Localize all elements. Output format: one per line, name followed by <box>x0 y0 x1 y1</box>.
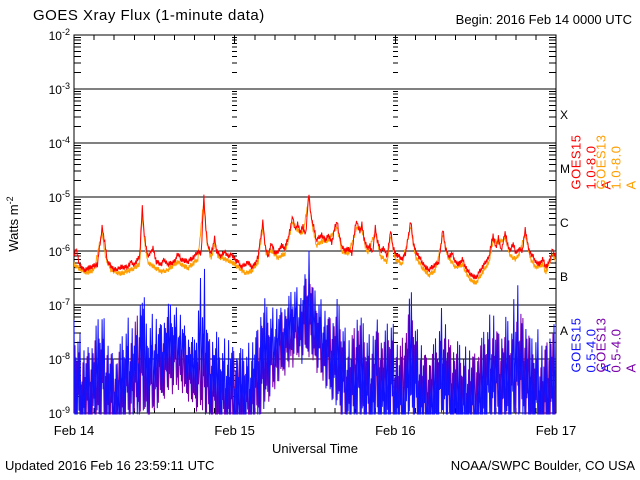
y-tick-label: 10-8 <box>48 351 70 367</box>
y-tick-label: 10-7 <box>48 297 70 313</box>
flux-class-label: A <box>560 324 569 338</box>
x-tick-label: Feb 15 <box>214 423 255 438</box>
y-tick-label: 10-3 <box>48 81 70 97</box>
x-tick-label: Feb 16 <box>375 423 416 438</box>
y-tick-label: 10-2 <box>48 27 70 43</box>
y-tick-label: 10-4 <box>48 135 70 151</box>
y-tick-label: 10-6 <box>48 243 70 259</box>
updated-timestamp: Updated 2016 Feb 16 23:59:11 UTC <box>5 458 215 473</box>
legend-label: GOES13 0.5-4.0 A <box>593 317 639 373</box>
x-tick-label: Feb 17 <box>535 423 577 438</box>
y-axis-title-exponent: -2 <box>4 196 15 205</box>
chart-title: GOES Xray Flux (1-minute data) <box>33 7 265 24</box>
y-axis-title-text: Watts m <box>6 204 22 252</box>
y-axis-title: Watts m-2 <box>5 196 21 251</box>
flux-class-label: M <box>560 162 570 176</box>
flux-class-label: C <box>560 216 569 230</box>
x-tick-label: Feb 14 <box>53 423 95 438</box>
y-tick-label: 10-5 <box>48 189 70 205</box>
legend-label: GOES13 1.0-8.0 A <box>593 134 639 190</box>
flux-class-label: B <box>560 270 569 284</box>
source-credit: NOAA/SWPC Boulder, CO USA <box>450 458 635 473</box>
y-tick-label: 10-9 <box>48 405 70 421</box>
x-axis-title: Universal Time <box>272 441 358 456</box>
begin-label: Begin: 2016 Feb 14 0000 UTC <box>455 12 632 27</box>
flux-class-label: X <box>560 108 569 122</box>
